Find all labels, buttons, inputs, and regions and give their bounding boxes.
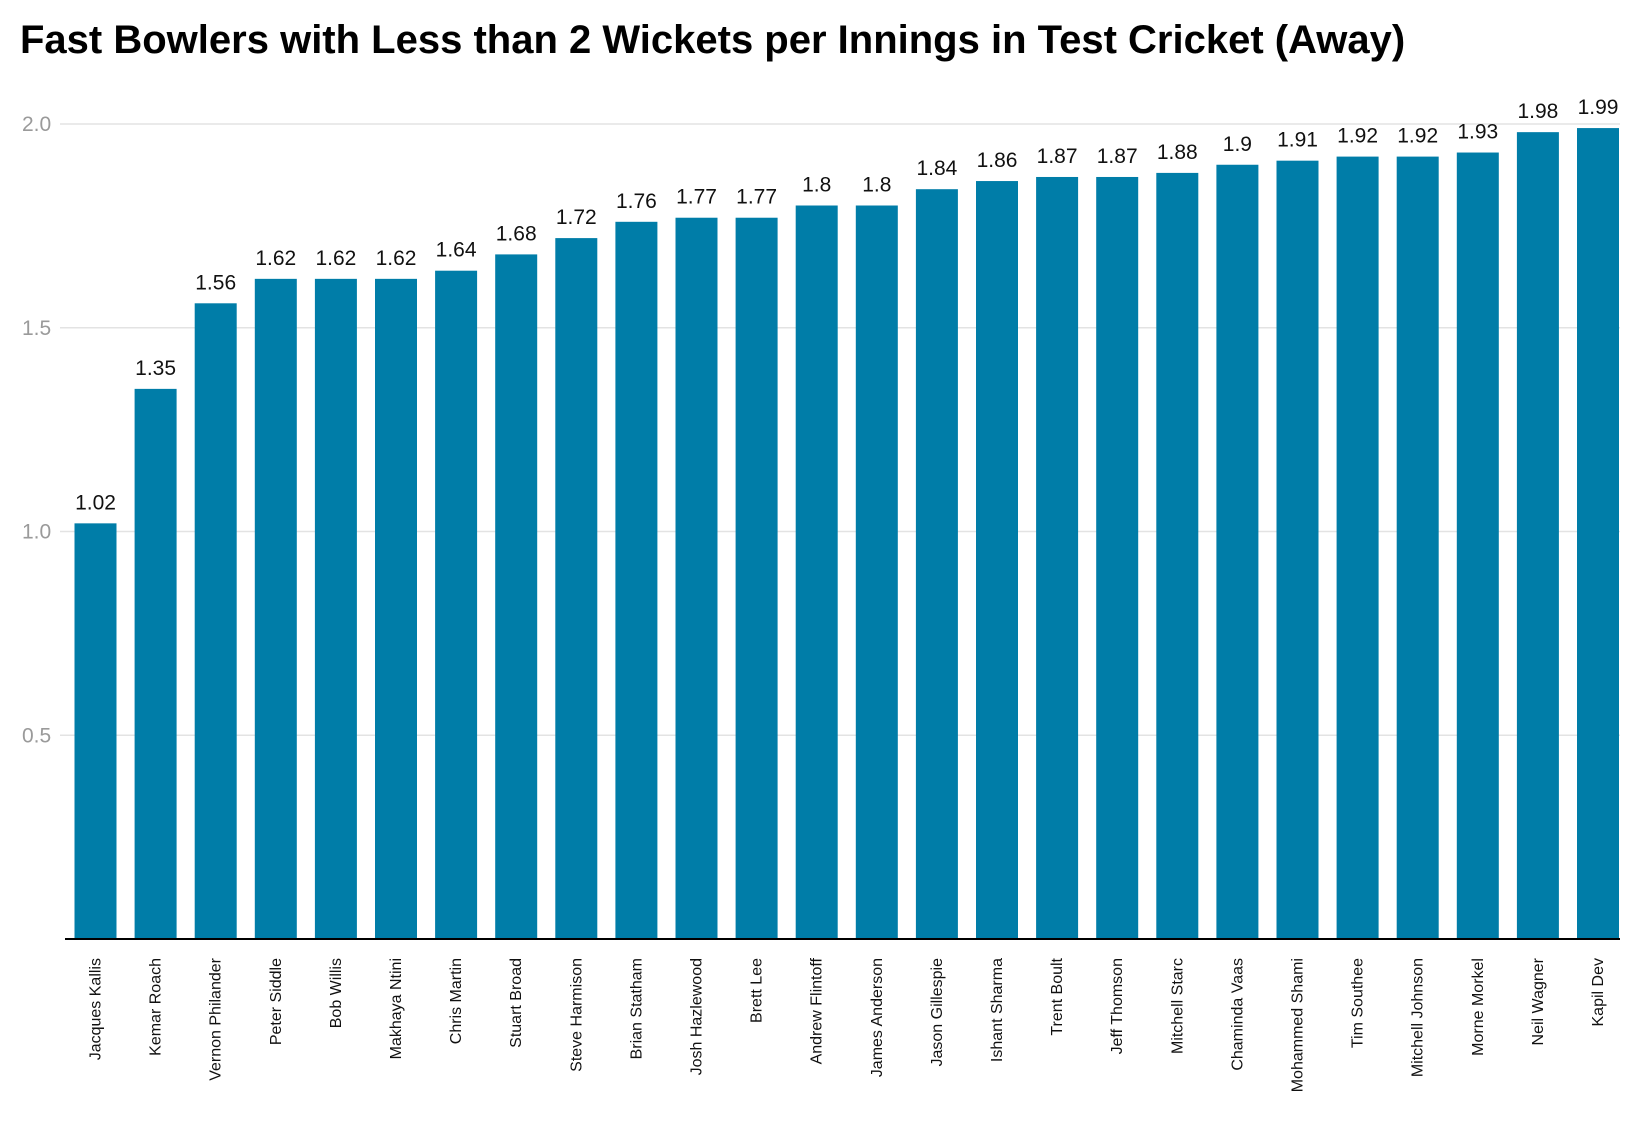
x-tick-label: Brian Statham <box>628 958 645 1059</box>
data-label: 1.8 <box>862 174 891 197</box>
data-label: 1.99 <box>1578 96 1619 119</box>
data-label: 1.86 <box>977 149 1018 172</box>
data-label: 1.9 <box>1223 133 1252 156</box>
bar <box>74 523 117 939</box>
bar <box>1036 176 1079 940</box>
bar <box>555 238 598 940</box>
data-label: 1.87 <box>1037 145 1078 168</box>
x-tick-label: Bob Willis <box>328 958 345 1028</box>
bar <box>1516 132 1559 939</box>
x-tick-label: Mitchell Starc <box>1169 958 1186 1054</box>
value-labels: 1.02 1.35 1.56 1.62 1.62 1.62 1.64 1.68 1.72 1.76… <box>75 96 1618 514</box>
bar <box>375 278 417 940</box>
data-label: 1.87 <box>1097 145 1138 168</box>
data-label: 1.62 <box>376 247 417 270</box>
data-label: 1.88 <box>1157 141 1198 164</box>
x-tick-label: Peter Siddle <box>268 958 285 1045</box>
y-tick-label: 0.5 <box>22 724 51 747</box>
data-label: 1.56 <box>195 271 236 294</box>
y-tick-label: 1.5 <box>22 317 51 340</box>
x-tick-label: Chaminda Vaas <box>1229 958 1246 1071</box>
bar <box>314 278 357 940</box>
x-tick-label: Ishant Sharma <box>989 958 1006 1062</box>
x-tick-label: Makhaya Ntini <box>388 958 405 1059</box>
bar <box>735 217 778 940</box>
x-tick-label: Neil Wagner <box>1530 957 1547 1045</box>
x-tick-label: Jeff Thomson <box>1109 958 1126 1054</box>
bar <box>1156 172 1199 939</box>
data-label: 1.98 <box>1517 100 1558 123</box>
x-tick-label: Jacques Kallis <box>88 958 105 1060</box>
data-label: 1.77 <box>676 186 717 209</box>
bar <box>1456 152 1499 939</box>
bar <box>495 254 538 939</box>
data-label: 1.64 <box>436 239 477 262</box>
x-tick-label: Trent Boult <box>1049 957 1066 1035</box>
y-axis-ticks: 0.5 1.0 1.5 2.0 <box>22 113 51 747</box>
y-tick-label: 2.0 <box>22 113 51 136</box>
bar <box>1096 176 1139 940</box>
bar <box>615 221 658 940</box>
data-label: 1.02 <box>75 491 116 514</box>
bar <box>915 189 958 939</box>
x-axis-ticks: Jacques Kallis Kemar Roach Vernon Philande… <box>88 957 1608 1092</box>
data-label: 1.93 <box>1457 121 1498 144</box>
x-tick-label: Tim Southee <box>1350 958 1367 1048</box>
x-tick-label: James Anderson <box>869 958 886 1077</box>
bar <box>194 303 237 939</box>
x-tick-label: Steve Harmison <box>568 958 585 1072</box>
x-tick-label: Brett Lee <box>749 958 766 1023</box>
data-label: 1.92 <box>1337 125 1378 148</box>
x-tick-label: Josh Hazlewood <box>689 958 706 1075</box>
bar <box>1396 156 1439 940</box>
data-label: 1.35 <box>135 357 176 380</box>
x-tick-label: Mohammed Shami <box>1290 958 1307 1092</box>
x-tick-label: Kemar Roach <box>148 958 165 1056</box>
data-label: 1.62 <box>255 247 296 270</box>
bar <box>134 388 177 939</box>
x-tick-label: Kapil Dev <box>1590 958 1607 1026</box>
data-label: 1.77 <box>736 186 777 209</box>
data-label: 1.84 <box>916 157 957 180</box>
bar <box>1336 156 1379 940</box>
bars <box>74 128 1619 940</box>
bar <box>855 205 898 939</box>
data-label: 1.92 <box>1397 125 1438 148</box>
x-tick-label: Vernon Philander <box>208 957 225 1080</box>
x-tick-label: Morne Morkel <box>1470 958 1487 1056</box>
bar <box>795 205 838 939</box>
bar <box>976 181 1018 940</box>
data-label: 1.62 <box>315 247 356 270</box>
bar <box>1577 128 1619 939</box>
bar <box>435 270 478 939</box>
bar <box>1276 160 1319 940</box>
chart-title: Fast Bowlers with Less than 2 Wickets pe… <box>20 18 1406 62</box>
data-label: 1.76 <box>616 190 657 213</box>
data-label: 1.72 <box>556 206 597 229</box>
x-tick-label: Andrew Flintoff <box>809 957 826 1064</box>
bar <box>254 278 297 940</box>
x-tick-label: Chris Martin <box>448 958 465 1044</box>
x-tick-label: Jason Gillespie <box>929 958 946 1067</box>
x-tick-label: Mitchell Johnson <box>1410 958 1427 1077</box>
data-label: 1.68 <box>496 222 537 245</box>
bar <box>1216 164 1259 939</box>
x-tick-label: Stuart Broad <box>508 958 525 1048</box>
data-label: 1.91 <box>1277 129 1318 152</box>
data-label: 1.8 <box>802 174 831 197</box>
y-tick-label: 1.0 <box>22 521 51 544</box>
bar <box>675 217 718 940</box>
